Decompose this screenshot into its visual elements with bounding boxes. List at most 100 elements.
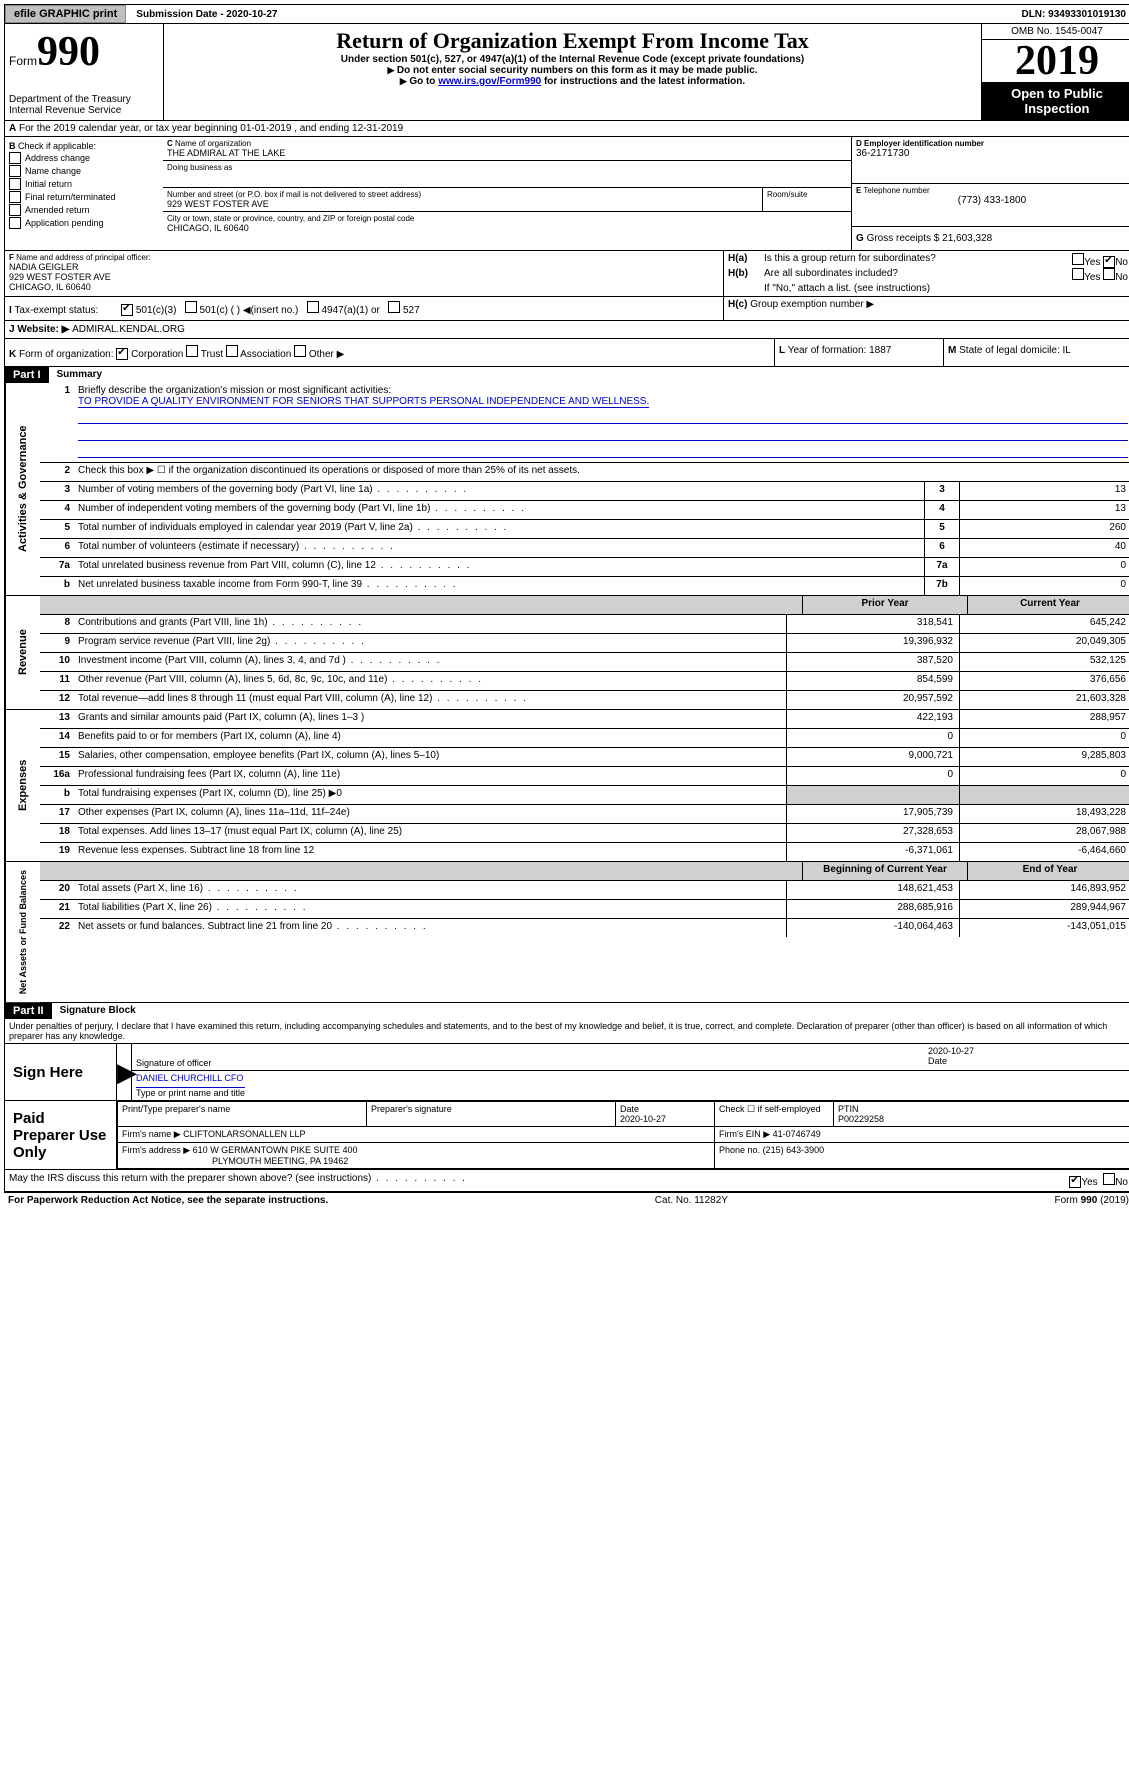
prep-name-hdr: Print/Type preparer's name — [118, 1102, 367, 1127]
exp-current: 0 — [959, 767, 1129, 785]
org-name-label: Name of organization — [175, 139, 251, 148]
line6-desc: Total number of volunteers (estimate if … — [74, 539, 924, 557]
k-checkbox[interactable] — [186, 345, 198, 357]
beg-year-hdr: Beginning of Current Year — [802, 862, 967, 880]
line7b-desc: Net unrelated business taxable income fr… — [74, 577, 924, 595]
sig-date-label: Date — [928, 1056, 1128, 1066]
governance-vlabel: Activities & Governance — [5, 383, 40, 595]
ha-no-checkbox[interactable] — [1103, 256, 1115, 268]
ha-yes-checkbox[interactable] — [1072, 253, 1084, 265]
b-checkbox[interactable] — [9, 217, 21, 229]
net-desc: Total liabilities (Part X, line 26) — [74, 900, 786, 918]
exp-desc: Total fundraising expenses (Part IX, col… — [74, 786, 786, 804]
revenue-vlabel: Revenue — [5, 596, 40, 709]
net-desc: Total assets (Part X, line 16) — [74, 881, 786, 899]
exp-prior: 422,193 — [786, 710, 959, 728]
end-year-hdr: End of Year — [967, 862, 1129, 880]
firm-label: Firm's name ▶ — [122, 1129, 181, 1139]
rev-current: 645,242 — [959, 615, 1129, 633]
k-checkbox[interactable] — [226, 345, 238, 357]
k-checkbox[interactable] — [116, 348, 128, 360]
open-public-badge: Open to Public Inspection — [982, 82, 1129, 120]
i-checkbox[interactable] — [307, 301, 319, 313]
ein-value: 36-2171730 — [856, 148, 1128, 159]
firm-phone-label: Phone no. — [719, 1145, 760, 1155]
b-checkbox[interactable] — [9, 191, 21, 203]
b-opt-label: Application pending — [25, 218, 104, 228]
paid-preparer-label: Paid Preparer Use Only — [5, 1101, 117, 1169]
dln: DLN: 93493301019130 — [1015, 7, 1129, 22]
line5-value: 260 — [959, 520, 1129, 538]
exp-current — [959, 786, 1129, 804]
exp-prior: -6,371,061 — [786, 843, 959, 861]
sig-officer-label: Signature of officer — [136, 1058, 928, 1068]
exp-current: 288,957 — [959, 710, 1129, 728]
b-checkbox[interactable] — [9, 165, 21, 177]
rev-desc: Total revenue—add lines 8 through 11 (mu… — [74, 691, 786, 709]
net-desc: Net assets or fund balances. Subtract li… — [74, 919, 786, 937]
ein-label: Employer identification number — [864, 139, 984, 148]
i-checkbox[interactable] — [185, 301, 197, 313]
k-checkbox[interactable] — [294, 345, 306, 357]
firm-ein: 41-0746749 — [773, 1129, 821, 1139]
exp-prior: 0 — [786, 729, 959, 747]
b-opt-label: Address change — [25, 153, 90, 163]
section-a: A For the 2019 calendar year, or tax yea… — [4, 121, 1129, 137]
net-current: -143,051,015 — [959, 919, 1129, 937]
line3-value: 13 — [959, 482, 1129, 500]
part2-header: Part II — [5, 1003, 52, 1019]
officer-city: CHICAGO, IL 60640 — [9, 282, 719, 292]
b-checkbox[interactable] — [9, 204, 21, 216]
firm-phone: (215) 643-3900 — [763, 1145, 825, 1155]
sig-name-label: Type or print name and title — [136, 1088, 245, 1098]
efile-button[interactable]: efile GRAPHIC print — [5, 5, 126, 23]
exp-desc: Professional fundraising fees (Part IX, … — [74, 767, 786, 785]
declaration-text: Under penalties of perjury, I declare th… — [4, 1019, 1129, 1044]
exp-current: 28,067,988 — [959, 824, 1129, 842]
exp-desc: Total expenses. Add lines 13–17 (must eq… — [74, 824, 786, 842]
top-bar: efile GRAPHIC print Submission Date - 20… — [4, 4, 1129, 24]
block-b: B Check if applicable: Address changeNam… — [5, 137, 163, 250]
firm-addr-label: Firm's address ▶ — [122, 1145, 190, 1155]
rev-prior: 20,957,592 — [786, 691, 959, 709]
sign-here-label: Sign Here — [5, 1044, 117, 1100]
line4-value: 13 — [959, 501, 1129, 519]
part1-header: Part I — [5, 367, 49, 383]
officer-addr: 929 WEST FOSTER AVE — [9, 272, 719, 282]
b-checkbox[interactable] — [9, 152, 21, 164]
firm-addr2: PLYMOUTH MEETING, PA 19462 — [122, 1156, 348, 1166]
rev-current: 532,125 — [959, 653, 1129, 671]
exp-current: 9,285,803 — [959, 748, 1129, 766]
line7b-value: 0 — [959, 577, 1129, 595]
exp-prior: 0 — [786, 767, 959, 785]
hb-yes-checkbox[interactable] — [1072, 268, 1084, 280]
line5-desc: Total number of individuals employed in … — [74, 520, 924, 538]
hb-no-checkbox[interactable] — [1103, 268, 1115, 280]
room-label: Room/suite — [762, 188, 851, 211]
discuss-yes-checkbox[interactable] — [1069, 1176, 1081, 1188]
subtitle-1: Under section 501(c), 527, or 4947(a)(1)… — [168, 54, 977, 65]
form-id-block: Form990 Department of the Treasury Inter… — [5, 24, 164, 120]
rev-current: 376,656 — [959, 672, 1129, 690]
part1-title: Summary — [49, 367, 111, 383]
year-formation: 1887 — [869, 345, 891, 356]
submission-date: Submission Date - 2020-10-27 — [130, 7, 283, 22]
prep-self-emp: Check ☐ if self-employed — [715, 1102, 834, 1127]
discuss-no-checkbox[interactable] — [1103, 1173, 1115, 1185]
discuss-question: May the IRS discuss this return with the… — [9, 1173, 467, 1188]
b-opt-label: Amended return — [25, 205, 90, 215]
i-checkbox[interactable] — [388, 301, 400, 313]
exp-current: 18,493,228 — [959, 805, 1129, 823]
b-checkbox[interactable] — [9, 178, 21, 190]
gross-value: 21,603,328 — [942, 233, 992, 244]
firm-addr: 610 W GERMANTOWN PIKE SUITE 400 — [193, 1145, 358, 1155]
form990-link[interactable]: www.irs.gov/Form990 — [438, 76, 541, 87]
net-prior: 288,685,916 — [786, 900, 959, 918]
rev-desc: Investment income (Part VIII, column (A)… — [74, 653, 786, 671]
tax-status-label: Tax-exempt status: — [14, 305, 98, 316]
sig-date: 2020-10-27 — [928, 1046, 1128, 1056]
subtitle-3: Go to www.irs.gov/Form990 for instructio… — [168, 76, 977, 87]
ptin-hdr: PTIN — [838, 1104, 859, 1114]
officer-name: NADIA GEIGLER — [9, 262, 719, 272]
i-checkbox[interactable] — [121, 304, 133, 316]
